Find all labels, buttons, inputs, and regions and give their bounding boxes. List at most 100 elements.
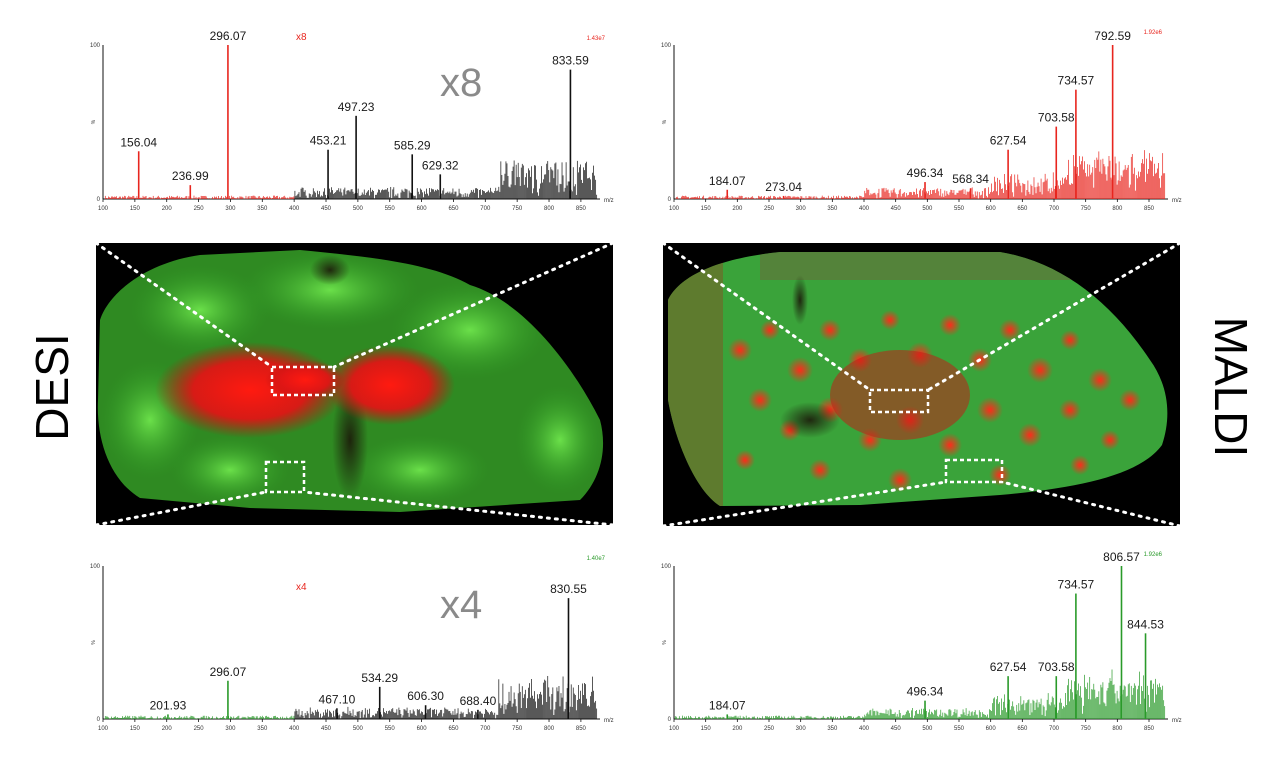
intensity-label: 1.43e7 bbox=[587, 36, 606, 42]
x-axis-label: m/z bbox=[1172, 198, 1182, 204]
spectra-layer: 0 100% 100 150 200 250 300 350 400 450 500 550 600 65… bbox=[90, 29, 1182, 732]
x-tick-label: 800 bbox=[544, 726, 555, 732]
peak-label: 467.10 bbox=[319, 692, 356, 706]
peak-label: 184.07 bbox=[709, 698, 746, 712]
x-tick-label: 200 bbox=[732, 206, 743, 212]
y-axis-label: % bbox=[91, 640, 97, 645]
x-axis-label: m/z bbox=[604, 198, 614, 204]
peak-label: 184.07 bbox=[709, 174, 746, 188]
desi-roi-upper bbox=[270, 365, 336, 397]
x-tick-label: 200 bbox=[162, 726, 173, 732]
desi-roi-lower bbox=[264, 460, 306, 494]
x-tick-label: 450 bbox=[321, 206, 332, 212]
x-tick-label: 750 bbox=[512, 206, 523, 212]
x-tick-label: 150 bbox=[130, 726, 141, 732]
x-tick-label: 750 bbox=[512, 726, 523, 732]
y-axis-label: % bbox=[91, 119, 97, 124]
peak-label: 833.59 bbox=[552, 54, 589, 68]
x-tick-label: 350 bbox=[827, 726, 838, 732]
peak-label: 296.07 bbox=[210, 665, 247, 679]
x-tick-label: 300 bbox=[225, 726, 236, 732]
x-tick-label: 100 bbox=[669, 726, 680, 732]
x-tick-label: 100 bbox=[98, 726, 109, 732]
x-tick-label: 350 bbox=[257, 206, 268, 212]
x-tick-label: 650 bbox=[1017, 726, 1028, 732]
peak-label: 844.53 bbox=[1127, 617, 1164, 631]
x-axis-label: m/z bbox=[1172, 718, 1182, 724]
x-tick-label: 250 bbox=[194, 726, 205, 732]
y-tick-label: 0 bbox=[668, 197, 672, 203]
x-tick-label: 500 bbox=[922, 206, 933, 212]
x-tick-label: 400 bbox=[289, 206, 300, 212]
x-axis-label: m/z bbox=[604, 718, 614, 724]
x-tick-label: 250 bbox=[764, 726, 775, 732]
x-tick-label: 700 bbox=[480, 726, 491, 732]
spectrum-panel-1: 0 100% 100 150 200 250 300 350 400 450 500 550 600 65… bbox=[90, 29, 614, 212]
x-tick-label: 200 bbox=[732, 726, 743, 732]
x-tick-label: 400 bbox=[289, 726, 300, 732]
peak-label: 629.32 bbox=[422, 158, 459, 172]
peak-label: 627.54 bbox=[990, 660, 1027, 674]
peak-label: 236.99 bbox=[172, 169, 209, 183]
y-tick-label: 100 bbox=[90, 564, 101, 570]
magnification-marker: x4 bbox=[296, 582, 307, 593]
x-tick-label: 500 bbox=[353, 206, 364, 212]
spectrum-panel-4: 0 100% 100 150 200 250 300 350 400 450 500 550 600 65… bbox=[661, 550, 1182, 732]
x-tick-label: 100 bbox=[98, 206, 109, 212]
x-tick-label: 200 bbox=[162, 206, 173, 212]
x-tick-label: 600 bbox=[417, 206, 428, 212]
x-tick-label: 550 bbox=[385, 206, 396, 212]
x-tick-label: 600 bbox=[417, 726, 428, 732]
x-tick-label: 250 bbox=[194, 206, 205, 212]
x-tick-label: 650 bbox=[448, 206, 459, 212]
peak-label: 830.55 bbox=[550, 582, 587, 596]
x-tick-label: 700 bbox=[480, 206, 491, 212]
x-tick-label: 650 bbox=[1017, 206, 1028, 212]
x-tick-label: 450 bbox=[891, 206, 902, 212]
magnification-text: x8 bbox=[440, 61, 482, 105]
magnification-marker: x8 bbox=[296, 32, 307, 43]
x-tick-label: 550 bbox=[954, 726, 965, 732]
y-tick-label: 100 bbox=[90, 43, 101, 49]
x-tick-label: 350 bbox=[827, 206, 838, 212]
peak-label: 703.58 bbox=[1038, 111, 1075, 125]
x-tick-label: 800 bbox=[544, 206, 555, 212]
x-tick-label: 500 bbox=[922, 726, 933, 732]
x-tick-label: 400 bbox=[859, 206, 870, 212]
spectrum-panel-3: 0 100% 100 150 200 250 300 350 400 450 500 550 600 65… bbox=[90, 556, 614, 732]
x-tick-label: 350 bbox=[257, 726, 268, 732]
x-tick-label: 500 bbox=[353, 726, 364, 732]
x-tick-label: 100 bbox=[669, 206, 680, 212]
peak-label: 806.57 bbox=[1103, 550, 1140, 564]
peak-label: 156.04 bbox=[120, 135, 157, 149]
x-tick-label: 450 bbox=[891, 726, 902, 732]
maldi-roi-lower bbox=[944, 458, 1004, 484]
peak-label: 497.23 bbox=[338, 100, 375, 114]
peak-label: 496.34 bbox=[907, 166, 944, 180]
spectrum-noise bbox=[103, 160, 598, 199]
x-tick-label: 800 bbox=[1112, 726, 1123, 732]
x-tick-label: 300 bbox=[796, 726, 807, 732]
x-tick-label: 850 bbox=[1144, 206, 1155, 212]
x-tick-label: 150 bbox=[701, 206, 712, 212]
peak-label: 792.59 bbox=[1094, 29, 1131, 43]
x-tick-label: 300 bbox=[796, 206, 807, 212]
peak-label: 688.40 bbox=[460, 694, 497, 708]
x-tick-label: 550 bbox=[954, 206, 965, 212]
peak-label: 734.57 bbox=[1058, 578, 1095, 592]
intensity-label: 1.92e6 bbox=[1144, 552, 1163, 558]
maldi-image bbox=[661, 241, 1182, 528]
peak-label: 534.29 bbox=[361, 671, 398, 685]
peak-label: 734.57 bbox=[1058, 74, 1095, 88]
peak-label: 703.58 bbox=[1038, 660, 1075, 674]
x-tick-label: 850 bbox=[576, 206, 587, 212]
magnification-text: x4 bbox=[440, 583, 482, 627]
x-tick-label: 850 bbox=[576, 726, 587, 732]
peak-label: 585.29 bbox=[394, 138, 431, 152]
peak-label: 453.21 bbox=[310, 134, 347, 148]
y-axis-label: % bbox=[662, 119, 668, 124]
peak-label: 273.04 bbox=[765, 180, 802, 194]
y-axis-label: % bbox=[662, 640, 668, 645]
x-tick-label: 250 bbox=[764, 206, 775, 212]
y-tick-label: 100 bbox=[661, 564, 672, 570]
